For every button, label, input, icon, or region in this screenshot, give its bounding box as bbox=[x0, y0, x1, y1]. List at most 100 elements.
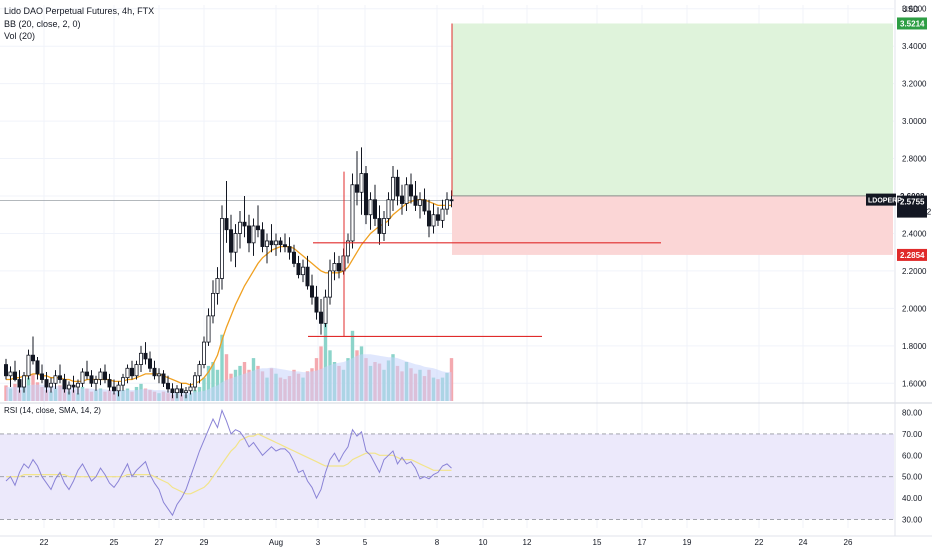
candle-body bbox=[215, 278, 220, 294]
legend-title[interactable]: Lido DAO Perpetual Futures, 4h, FTX bbox=[4, 6, 154, 16]
candle-body bbox=[44, 379, 49, 388]
time-tick-label: 22 bbox=[755, 538, 764, 547]
drawing-lines bbox=[308, 23, 661, 338]
stop-badge: 2.2854 bbox=[897, 248, 927, 261]
candle-body bbox=[413, 195, 418, 206]
candle-body bbox=[273, 240, 278, 246]
volume-sma-area bbox=[6, 354, 452, 401]
legend-bb[interactable]: BB (20, close, 2, 0) bbox=[4, 19, 81, 29]
symbol-text: LDOPERP bbox=[868, 198, 902, 205]
candle-body bbox=[53, 375, 58, 384]
price-tick-label: 2.0000 bbox=[902, 304, 927, 313]
candle-body bbox=[143, 352, 148, 360]
candle-body bbox=[112, 386, 117, 392]
candle-body bbox=[318, 311, 323, 324]
candlestick-series bbox=[4, 147, 454, 399]
candle-body bbox=[390, 176, 395, 201]
candle-body bbox=[359, 173, 364, 193]
volume-bar bbox=[220, 334, 224, 401]
price-tick-label: 2.2000 bbox=[902, 267, 927, 276]
candle-body bbox=[85, 371, 90, 377]
target-badge-bg bbox=[897, 17, 927, 30]
rsi-tick-label: 30.00 bbox=[902, 515, 923, 524]
candle-body bbox=[444, 199, 449, 210]
time-tick-label: 26 bbox=[844, 538, 853, 547]
price-tick-label: 3.6000 bbox=[902, 5, 927, 14]
candle-body bbox=[251, 225, 256, 244]
time-tick-label: Aug bbox=[269, 538, 283, 547]
stop-badge-text: 2.2854 bbox=[900, 251, 925, 260]
candle-body bbox=[30, 354, 35, 362]
target-badge-text: 3.5214 bbox=[900, 19, 925, 28]
candle-body bbox=[242, 221, 247, 227]
candle-body bbox=[300, 266, 305, 276]
candle-body bbox=[381, 218, 386, 234]
candle-body bbox=[134, 364, 139, 377]
candle-body bbox=[76, 382, 81, 388]
candle-body bbox=[89, 375, 94, 384]
candle-body bbox=[17, 379, 22, 388]
target-zone bbox=[452, 23, 893, 196]
candle-body bbox=[183, 390, 188, 394]
candle-body bbox=[188, 386, 193, 392]
candle-body bbox=[345, 240, 350, 257]
candle-body bbox=[260, 229, 265, 247]
candle-body bbox=[264, 240, 269, 247]
volume-bar bbox=[224, 354, 229, 401]
candle-body bbox=[4, 364, 9, 377]
time-tick-label: 17 bbox=[638, 538, 647, 547]
price-tick-label: 3.4000 bbox=[902, 42, 927, 51]
legend-rsi[interactable]: RSI (14, close, SMA, 14, 2) bbox=[4, 406, 101, 415]
rsi-pane bbox=[0, 408, 894, 520]
candle-body bbox=[35, 360, 40, 375]
candle-body bbox=[408, 184, 413, 197]
bollinger-bands bbox=[6, 199, 452, 386]
candle-body bbox=[305, 266, 310, 287]
candle-body bbox=[327, 270, 332, 298]
last-price-text: 2.5755 bbox=[900, 198, 925, 207]
candle-body bbox=[395, 176, 400, 197]
candle-body bbox=[107, 379, 112, 388]
currency-label: USD bbox=[902, 5, 919, 14]
time-tick-label: 22 bbox=[40, 538, 49, 547]
volume-bar bbox=[323, 323, 328, 401]
candle-body bbox=[296, 263, 301, 276]
time-tick-label: 27 bbox=[155, 538, 164, 547]
candle-body bbox=[201, 341, 206, 365]
candle-body bbox=[233, 233, 238, 253]
bb-basis-line bbox=[6, 199, 452, 386]
candle-body bbox=[94, 379, 99, 384]
candle-body bbox=[116, 384, 121, 392]
candle-body bbox=[170, 388, 175, 394]
candle-body bbox=[372, 199, 377, 219]
candle-body bbox=[354, 184, 359, 193]
candle-body bbox=[8, 371, 13, 377]
time-tick-label: 24 bbox=[799, 538, 808, 547]
time-tick-label: 10 bbox=[479, 538, 488, 547]
time-tick-label: 12 bbox=[523, 538, 532, 547]
candle-body bbox=[278, 240, 283, 246]
price-tick-label: 2.8000 bbox=[902, 155, 927, 164]
legend-volume[interactable]: Vol (20) bbox=[4, 31, 35, 41]
rsi-tick-label: 60.00 bbox=[902, 451, 923, 460]
rsi-sma-line bbox=[6, 433, 452, 495]
price-tick-label: 3.0000 bbox=[902, 117, 927, 126]
candle-body bbox=[21, 375, 26, 388]
candle-body bbox=[210, 292, 215, 317]
candle-body bbox=[399, 195, 404, 204]
candle-body bbox=[121, 377, 126, 386]
candle-body bbox=[125, 367, 130, 379]
candle-body bbox=[255, 225, 260, 231]
candle-body bbox=[71, 384, 76, 388]
candle-body bbox=[314, 296, 319, 313]
candle-body bbox=[404, 184, 409, 204]
candle-body bbox=[12, 371, 17, 380]
candle-body bbox=[58, 375, 63, 380]
candle-body bbox=[291, 251, 296, 264]
candle-body bbox=[224, 218, 229, 231]
candle-body bbox=[237, 221, 242, 234]
candle-body bbox=[206, 315, 211, 343]
candle-body bbox=[363, 173, 368, 216]
